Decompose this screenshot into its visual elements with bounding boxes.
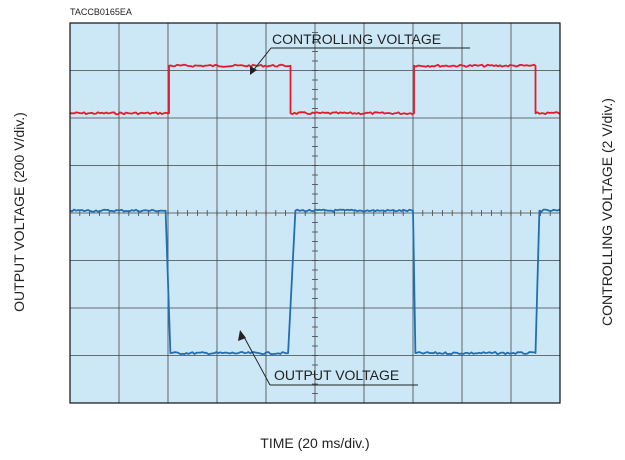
- plot-border: [69, 22, 561, 404]
- arrow-head: [238, 330, 246, 341]
- annotation-leader-line: [251, 47, 272, 73]
- annotation-leader-line: [242, 334, 271, 386]
- annotation-controlling-voltage: CONTROLLING VOLTAGE: [272, 31, 441, 47]
- y-axis-label-right: CONTROLLING VOLTAGE (2 V/div.): [599, 98, 615, 326]
- y-axis-label-left: OUTPUT VOLTAGE (200 V/div.): [11, 112, 27, 312]
- minor-ticks: [69, 22, 561, 404]
- annotation-output-voltage: OUTPUT VOLTAGE: [274, 367, 399, 383]
- figure-code: TACCB0165EA: [70, 7, 132, 17]
- x-axis-label: TIME (20 ms/div.): [260, 435, 369, 451]
- controlling-voltage-trace: [69, 63, 561, 116]
- output-voltage-trace: [69, 208, 561, 356]
- arrow-head: [250, 66, 257, 75]
- traces: [69, 63, 561, 356]
